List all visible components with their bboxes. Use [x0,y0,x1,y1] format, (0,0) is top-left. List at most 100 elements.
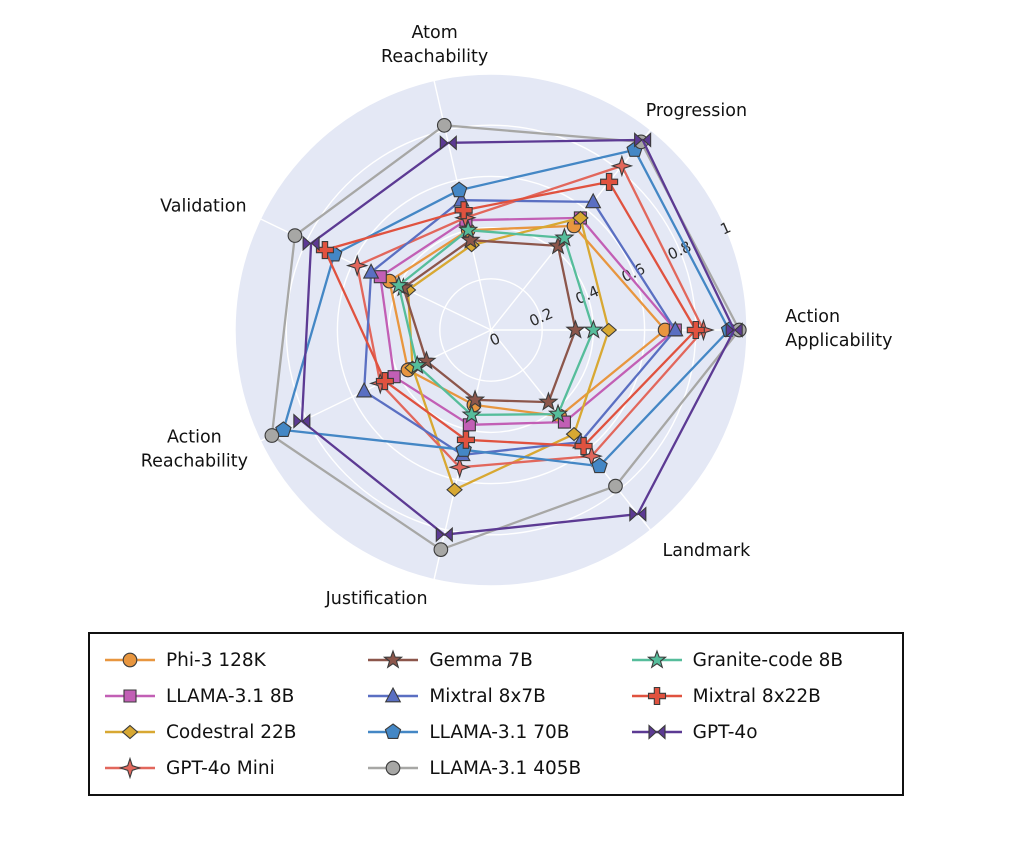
plus-marker [454,201,473,220]
star5-marker [383,649,404,669]
legend-item-gpt-4o-mini: GPT-4o Mini [102,756,365,780]
circle-marker [287,228,303,243]
legend-label: GPT-4o [692,721,758,743]
series-line-granite-code-8b [397,229,595,417]
legend-item-llama-3-1-405b: LLAMA-3.1 405B [365,756,628,780]
bowtie-marker [629,506,647,522]
series-line-mixtral-8x7b [362,199,677,456]
series-line-phi-3-128k [388,224,667,418]
legend-column: Gemma 7B Mixtral 8x7B LLAMA-3.1 70B LLAMA-3… [365,648,628,780]
square-marker [123,689,137,703]
axis-label-progression: Progression [646,101,747,121]
diamond-marker [572,210,589,226]
triangle-marker [584,192,602,209]
star5-marker [538,391,559,411]
legend-label: Mixtral 8x22B [692,685,821,707]
plus-marker [375,372,394,391]
bowtie-marker [648,724,666,740]
axis-label-atom-reachability: Atom Reachability [381,23,488,67]
legend-label: LLAMA-3.1 405B [429,757,582,779]
axis-label-justification: Justification [325,589,428,609]
plus-marker [686,320,705,340]
series-line-gpt-4o-mini [356,164,705,469]
plus-marker [574,437,593,456]
bowtie-marker [439,135,457,151]
star5-marker [416,350,437,370]
series-line-gemma-7b [402,239,577,404]
star5-marker [646,649,667,669]
circle-marker [122,652,138,668]
legend-item-gemma-7b: Gemma 7B [365,648,628,672]
diamond-marker [600,322,618,338]
diamond-marker [565,426,583,442]
legend-column: Granite-code 8B Mixtral 8x22B GPT-4o [629,648,892,780]
legend-label: Granite-code 8B [692,649,844,671]
pentagon-marker [385,723,402,740]
bowtie-marker [293,413,311,429]
pentagon-marker [275,421,292,437]
triangle-marker [667,320,684,337]
legend-label: GPT-4o Mini [166,757,275,779]
bowtie-marker [302,235,320,252]
star5-marker [554,227,575,247]
legend-key-circle-icon [368,760,419,776]
star5-marker [461,404,482,424]
series-line-llama-3-1-405b [270,124,741,551]
legend-item-gpt-4o: GPT-4o [629,720,892,744]
legend-key-triangle-icon [368,686,419,703]
series-line-mixtral-8x22b [323,180,697,448]
star4-marker [345,254,369,277]
legend-key-pentagon-icon [368,723,419,740]
pentagon-marker [591,457,608,474]
triangle-marker [355,381,373,398]
legend-key-star4-icon [105,756,155,780]
series-line-gpt-4o [300,138,736,536]
axis-label-landmark: Landmark [662,541,751,561]
bowtie-marker [435,526,453,543]
legend-label: Gemma 7B [429,649,533,671]
star4-marker [610,154,634,178]
star5-marker [458,219,479,239]
star5-marker [407,354,428,375]
diamond-marker [121,724,139,740]
circle-marker [264,428,280,443]
chart-legend: Phi-3 128K LLAMA-3.1 8B Codestral 22B GPT-4… [88,632,904,796]
legend-item-phi-3-128k: Phi-3 128K [102,648,365,672]
plus-marker [600,172,619,191]
axis-label-action-reachability: Action Reachability [141,428,248,472]
legend-item-llama-3-1-8b: LLAMA-3.1 8B [102,684,365,708]
circle-marker [436,117,452,133]
bowtie-marker [725,322,743,338]
legend-label: Mixtral 8x7B [429,685,546,707]
circle-marker [433,542,449,557]
star4-marker [448,455,471,479]
triangle-marker [385,686,402,703]
series-llama-3-1-70b [275,141,738,474]
legend-label: Codestral 22B [166,721,297,743]
series-line-llama-3-1-70b [282,148,731,468]
star5-marker [565,319,586,339]
star5-marker [388,274,409,295]
axis-label-action-applicability: Action Applicability [785,307,892,351]
diamond-marker [446,482,463,497]
legend-key-star5-icon [368,649,419,669]
legend-item-codestral-22b: Codestral 22B [102,720,365,744]
series-line-llama-3-1-8b [379,216,677,426]
triangle-marker [362,263,380,279]
legend-item-llama-3-1-70b: LLAMA-3.1 70B [365,720,628,744]
legend-label: LLAMA-3.1 8B [166,685,295,707]
legend-label: LLAMA-3.1 70B [429,721,570,743]
square-marker [373,270,387,284]
legend-key-square-icon [105,689,155,703]
legend-item-mixtral-8x22b: Mixtral 8x22B [629,684,892,708]
legend-key-diamond-icon [105,724,155,740]
legend-item-mixtral-8x7b: Mixtral 8x7B [365,684,628,708]
bowtie-marker [634,132,652,148]
legend-item-granite-code-8b: Granite-code 8B [629,648,892,672]
legend-column: Phi-3 128K LLAMA-3.1 8B Codestral 22B GPT-4… [102,648,365,780]
legend-key-plus-icon [631,686,682,706]
star4-marker [118,756,142,780]
plus-marker [647,686,666,706]
